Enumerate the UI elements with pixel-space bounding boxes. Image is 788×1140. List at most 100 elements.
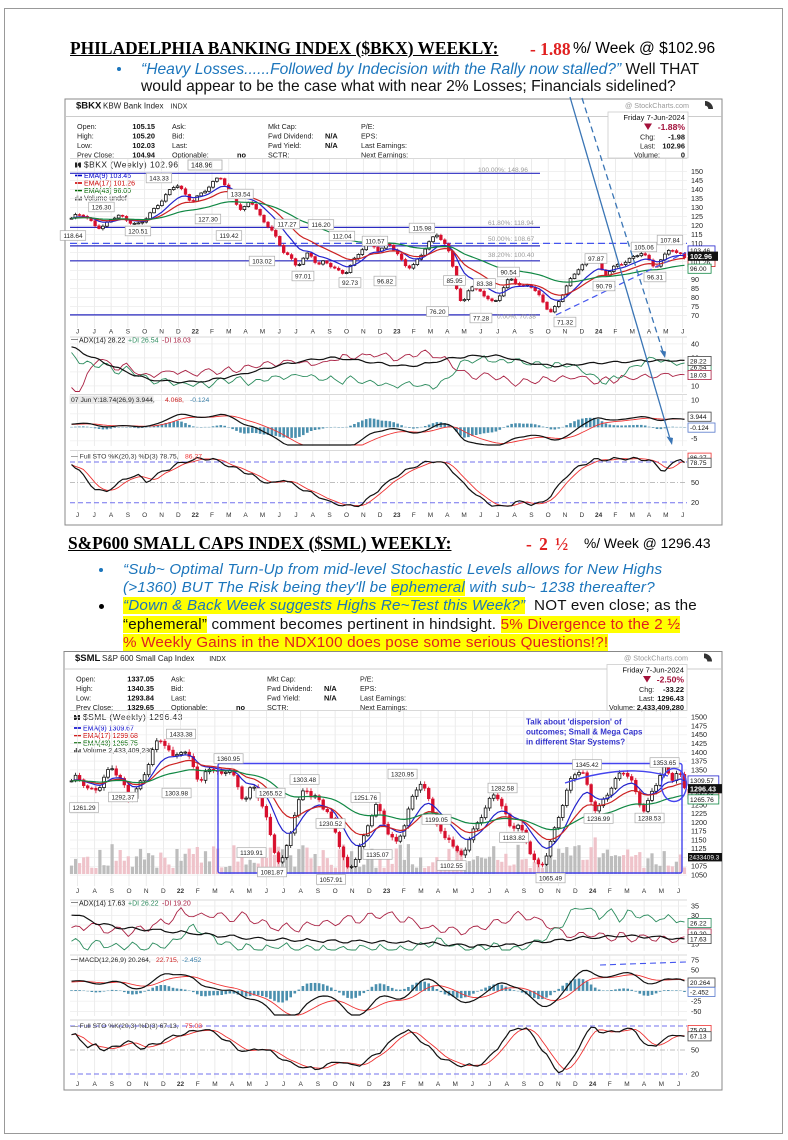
svg-text:Fwd Yield:: Fwd Yield: — [268, 141, 301, 150]
svg-text:EPS:: EPS: — [361, 132, 377, 141]
svg-text:$BKX: $BKX — [76, 101, 102, 112]
svg-text:J: J — [496, 329, 499, 336]
svg-text:S: S — [126, 512, 131, 519]
svg-text:M: M — [663, 512, 668, 519]
svg-text:N: N — [159, 329, 164, 336]
svg-text:+DI 26.54: +DI 26.54 — [128, 338, 159, 345]
svg-text:-0.124: -0.124 — [690, 425, 709, 432]
svg-text:Mkt Cap:: Mkt Cap: — [268, 122, 297, 131]
svg-text:M: M — [461, 512, 466, 519]
svg-text:1282.58: 1282.58 — [491, 785, 515, 792]
svg-text:J: J — [76, 888, 79, 895]
svg-text:A: A — [93, 888, 98, 895]
svg-text:1345.42: 1345.42 — [575, 762, 599, 769]
svg-text:-2.452: -2.452 — [182, 957, 201, 964]
svg-text:O: O — [126, 888, 131, 895]
svg-text:23: 23 — [393, 329, 401, 336]
svg-text:INDX: INDX — [171, 104, 188, 111]
svg-text:High:: High: — [77, 132, 94, 141]
svg-text:22: 22 — [192, 329, 200, 336]
svg-text:EMA(43) 96.00: EMA(43) 96.00 — [84, 188, 131, 195]
svg-text:A: A — [311, 512, 316, 519]
svg-text:1075: 1075 — [691, 862, 707, 871]
svg-text:70: 70 — [691, 311, 699, 320]
svg-text:F: F — [196, 888, 200, 895]
svg-text:2433409.3: 2433409.3 — [689, 855, 720, 862]
svg-text:Mkt Cap:: Mkt Cap: — [267, 675, 296, 684]
svg-text:86.27: 86.27 — [185, 454, 202, 461]
svg-text:Friday 7-Jun-2024: Friday 7-Jun-2024 — [623, 113, 685, 122]
svg-text:125: 125 — [691, 212, 703, 221]
svg-text:N: N — [556, 888, 561, 895]
svg-text:28.22: 28.22 — [690, 358, 707, 365]
svg-text:M: M — [260, 512, 265, 519]
svg-text:— Full STO %K(20,3) %D(3) 78.7: — Full STO %K(20,3) %D(3) 78.75, — [71, 454, 179, 461]
svg-text:M: M — [461, 329, 466, 336]
svg-text:1292.37: 1292.37 — [111, 794, 135, 801]
svg-text:101.26: 101.26 — [690, 259, 711, 266]
svg-text:-25: -25 — [691, 997, 701, 1006]
svg-text:J: J — [282, 888, 285, 895]
svg-text:J: J — [294, 512, 297, 519]
svg-text:— Full STO %K(20,3) %D(3) 67.1: — Full STO %K(20,3) %D(3) 67.13, — [71, 1023, 179, 1030]
svg-text:24: 24 — [589, 1081, 597, 1088]
svg-text:23: 23 — [393, 512, 401, 519]
svg-text:O: O — [344, 512, 349, 519]
svg-text:D: D — [367, 888, 372, 895]
svg-text:1135.07: 1135.07 — [366, 852, 389, 859]
svg-text:N: N — [563, 512, 568, 519]
svg-text:no: no — [236, 703, 246, 712]
svg-text:90: 90 — [691, 275, 699, 284]
svg-text:N: N — [144, 888, 149, 895]
svg-text:135: 135 — [691, 194, 703, 203]
svg-text:103.02: 103.02 — [252, 258, 272, 265]
svg-text:EMA(9) 103.46: EMA(9) 103.46 — [84, 173, 131, 180]
svg-text:—: — — [71, 956, 78, 963]
svg-text:Next Earnings:: Next Earnings: — [361, 151, 408, 160]
svg-text:SCTR:: SCTR: — [267, 703, 289, 712]
svg-text:A: A — [311, 329, 316, 336]
svg-text:07 Jun Y:18.74(26,9) 3.944,: 07 Jun Y:18.74(26,9) 3.944, — [71, 397, 155, 404]
svg-text:D: D — [378, 329, 383, 336]
svg-text:102.96: 102.96 — [662, 142, 685, 151]
svg-text:D: D — [176, 512, 181, 519]
svg-text:N: N — [159, 512, 164, 519]
svg-text:1199.05: 1199.05 — [425, 817, 448, 824]
svg-text:23: 23 — [383, 888, 391, 895]
svg-text:2,433,409,280: 2,433,409,280 — [637, 703, 684, 712]
svg-text:20.264: 20.264 — [690, 980, 711, 987]
svg-text:-2.452: -2.452 — [690, 989, 709, 996]
svg-text:Last:: Last: — [639, 694, 655, 703]
svg-text:High:: High: — [76, 684, 93, 693]
svg-text:75: 75 — [691, 302, 699, 311]
svg-text:75.03: 75.03 — [185, 1023, 202, 1030]
svg-text:116.20: 116.20 — [311, 222, 331, 229]
svg-text:1375: 1375 — [691, 757, 707, 766]
svg-text:-DI 19.20: -DI 19.20 — [162, 901, 191, 908]
svg-text:1265.76: 1265.76 — [690, 797, 714, 804]
svg-text:-1.88%: -1.88% — [658, 122, 686, 132]
svg-text:ADX(14) 28.22: ADX(14) 28.22 — [79, 338, 125, 345]
svg-text:50: 50 — [691, 1045, 699, 1054]
svg-text:S: S — [529, 512, 534, 519]
svg-text:+DI 26.22: +DI 26.22 — [128, 901, 159, 908]
svg-text:1183.82: 1183.82 — [503, 835, 526, 842]
svg-text:1329.65: 1329.65 — [127, 703, 154, 712]
svg-text:N/A: N/A — [324, 694, 337, 703]
svg-text:M: M — [452, 888, 457, 895]
svg-text:Last Earnings:: Last Earnings: — [360, 694, 406, 703]
svg-text:1057.91: 1057.91 — [319, 877, 343, 884]
svg-text:24: 24 — [595, 512, 603, 519]
svg-text:M: M — [212, 1081, 217, 1088]
svg-text:105.20: 105.20 — [132, 132, 155, 141]
svg-text:1400: 1400 — [691, 748, 707, 757]
svg-text:M: M — [226, 329, 231, 336]
svg-text:17.63: 17.63 — [690, 936, 707, 943]
svg-text:1225: 1225 — [691, 809, 707, 818]
svg-text:1303.48: 1303.48 — [293, 777, 317, 784]
svg-text:D: D — [579, 512, 584, 519]
svg-text:3.944: 3.944 — [690, 414, 707, 421]
svg-text:97.01: 97.01 — [295, 273, 311, 280]
svg-text:1238.53: 1238.53 — [638, 815, 662, 822]
svg-text:1296.43: 1296.43 — [657, 694, 684, 703]
